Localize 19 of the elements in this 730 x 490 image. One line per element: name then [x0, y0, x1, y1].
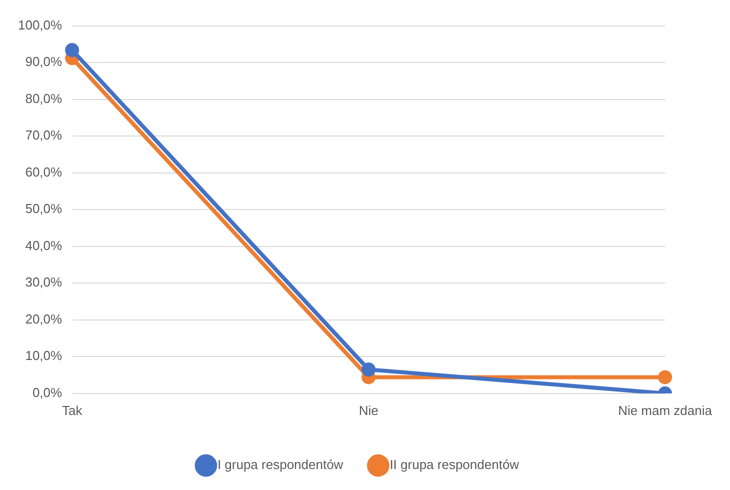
legend-label: II grupa respondentów — [390, 457, 520, 472]
y-tick-label: 20,0% — [25, 311, 63, 326]
legend-label: I grupa respondentów — [217, 457, 344, 472]
y-tick-label: 90,0% — [25, 54, 63, 70]
point — [65, 43, 80, 58]
y-tick-label: 100,0% — [18, 17, 63, 32]
y-tick-label: 50,0% — [25, 201, 63, 216]
x-tick-label: Tak — [62, 402, 83, 418]
y-tick-label: 30,0% — [25, 274, 63, 290]
x-tick-label: Nie — [358, 402, 378, 418]
point — [362, 362, 376, 377]
x-tick-label: Nie mam zdania — [618, 402, 713, 418]
point — [658, 370, 672, 384]
y-tick-label: 0,0% — [32, 384, 63, 400]
y-tick-label: 60,0% — [25, 164, 63, 180]
y-tick-label: 40,0% — [25, 238, 63, 253]
y-tick-label: 10,0% — [25, 348, 63, 364]
y-tick-label: 80,0% — [25, 90, 63, 106]
y-tick-label: 70,0% — [25, 128, 63, 143]
